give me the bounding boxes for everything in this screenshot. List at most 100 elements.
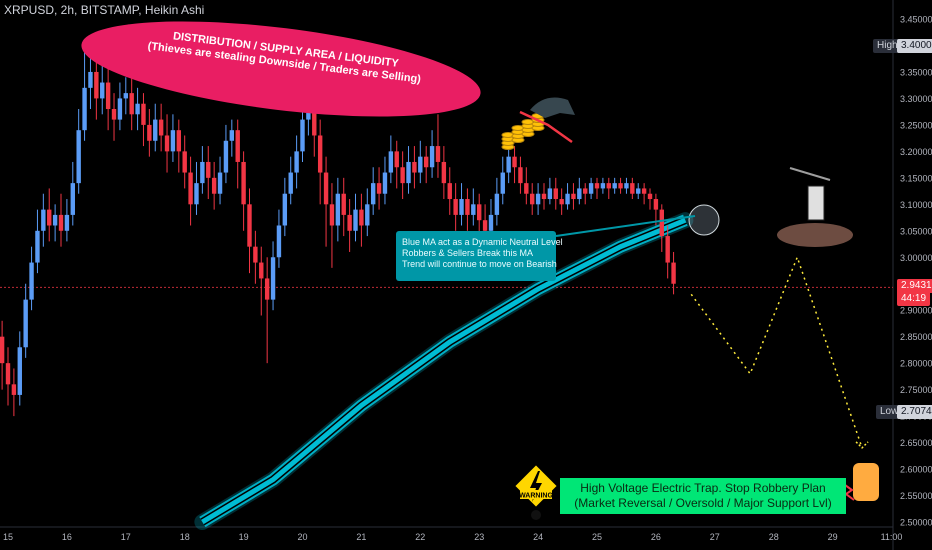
candle-body: [111, 109, 117, 120]
candle-body: [559, 199, 564, 205]
candle-body: [382, 172, 388, 194]
x-tick-label: 16: [62, 532, 72, 542]
ma-callout-line3: Trend will continue to move on Bearish: [402, 259, 557, 269]
candle-body: [52, 214, 58, 226]
y-tick-label: 3.00000: [900, 253, 932, 263]
candle-body: [94, 71, 99, 99]
projection-path: [690, 255, 863, 449]
candle-body: [606, 183, 611, 189]
candle-body: [530, 193, 535, 205]
candle-body: [418, 156, 423, 173]
candle-body: [441, 161, 447, 184]
candle-body: [117, 98, 123, 120]
y-tick-label: 2.55000: [900, 491, 932, 501]
candle-body: [553, 188, 558, 200]
ma-callout: Blue MA act as a Dynamic Neutral Level R…: [396, 231, 563, 281]
candle-body: [170, 130, 176, 152]
candle-body: [388, 151, 394, 173]
candle-body: [194, 183, 199, 205]
y-tick-label: 3.15000: [900, 173, 932, 183]
candle-body: [323, 172, 329, 205]
y-tick-label: 3.10000: [900, 200, 932, 210]
candle-body: [453, 199, 458, 215]
candle-body: [535, 193, 541, 205]
candle-body: [671, 262, 676, 284]
candle-body: [412, 161, 417, 173]
candle-body: [624, 183, 629, 189]
y-tick-label: 2.90000: [900, 306, 932, 316]
low-tag-value: 2.70744: [897, 405, 932, 419]
shocked-robber-icon: [853, 463, 879, 501]
y-tick-label: 3.20000: [900, 147, 932, 157]
candle-body: [335, 193, 341, 226]
candle-body: [294, 151, 299, 173]
y-tick-label: 2.80000: [900, 359, 932, 369]
candle-body: [600, 183, 606, 189]
candle-body: [400, 167, 405, 184]
candle-body: [259, 262, 264, 279]
warning-sign-icon: WARNING: [512, 462, 560, 520]
candle-body: [176, 130, 182, 152]
y-tick-label: 2.75000: [900, 385, 932, 395]
candle-body: [264, 278, 270, 300]
candle-body: [223, 140, 229, 173]
robber-icon: [807, 185, 825, 221]
candle-body: [270, 257, 276, 300]
candle-body: [459, 199, 464, 215]
candle-body: [300, 119, 305, 152]
y-tick-label: 2.50000: [900, 518, 932, 528]
candle-body: [282, 193, 288, 226]
x-tick-label: 18: [180, 532, 190, 542]
trap-box-line2: (Market Reversal / Oversold / Major Supp…: [574, 496, 832, 510]
candle-body: [0, 336, 5, 364]
y-tick-label: 3.05000: [900, 226, 932, 236]
candle-body: [659, 209, 664, 237]
candle-body: [370, 183, 376, 205]
candle-body: [76, 130, 81, 184]
low-tag-label: Low: [876, 405, 903, 419]
candle-body: [200, 161, 205, 184]
candle-body: [618, 183, 623, 189]
candle-body: [394, 151, 399, 168]
moving-average-line: [201, 217, 687, 525]
lightning-icon: [844, 484, 855, 501]
trap-box: High Voltage Electric Trap. Stop Robbery…: [560, 478, 846, 514]
candle-body: [641, 188, 647, 194]
x-tick-label: 27: [710, 532, 720, 542]
y-tick-label: 3.30000: [900, 94, 932, 104]
candle-body: [288, 172, 293, 194]
x-tick-label: 23: [474, 532, 484, 542]
candle-body: [217, 172, 223, 194]
candle-body: [376, 183, 382, 194]
candle-body: [312, 103, 317, 136]
y-tick-label: 2.85000: [900, 332, 932, 342]
candle-body: [47, 209, 52, 226]
candle-body: [406, 161, 411, 184]
candle-body: [235, 130, 240, 162]
candle-body: [518, 167, 523, 184]
bear-icon: [530, 97, 575, 118]
candle-body: [577, 188, 582, 200]
x-tick-label: 22: [415, 532, 425, 542]
candle-body: [647, 193, 653, 200]
y-tick-label: 3.25000: [900, 120, 932, 130]
current-price-tag: 2.94319: [897, 279, 932, 293]
ma-callout-line2: Robbers & Sellers Break this MA: [402, 248, 534, 258]
candle-body: [182, 151, 187, 173]
candle-body: [141, 103, 146, 125]
ma-callout-line1: Blue MA act as a Dynamic Neutral Level: [402, 237, 563, 247]
countdown-tag: 44:19: [897, 292, 931, 306]
candle-body: [164, 135, 170, 152]
dirt-mound-icon: [777, 223, 853, 247]
candle-body: [329, 204, 335, 226]
candle-body: [359, 209, 364, 226]
candle-body: [471, 204, 476, 215]
candle-body: [64, 214, 70, 231]
candle-body: [58, 214, 64, 231]
candle-body: [276, 225, 282, 258]
x-tick-label: 20: [297, 532, 307, 542]
candle-body: [229, 130, 235, 141]
candle-body: [100, 82, 105, 99]
candle-body: [636, 188, 641, 194]
candle-body: [429, 146, 435, 168]
